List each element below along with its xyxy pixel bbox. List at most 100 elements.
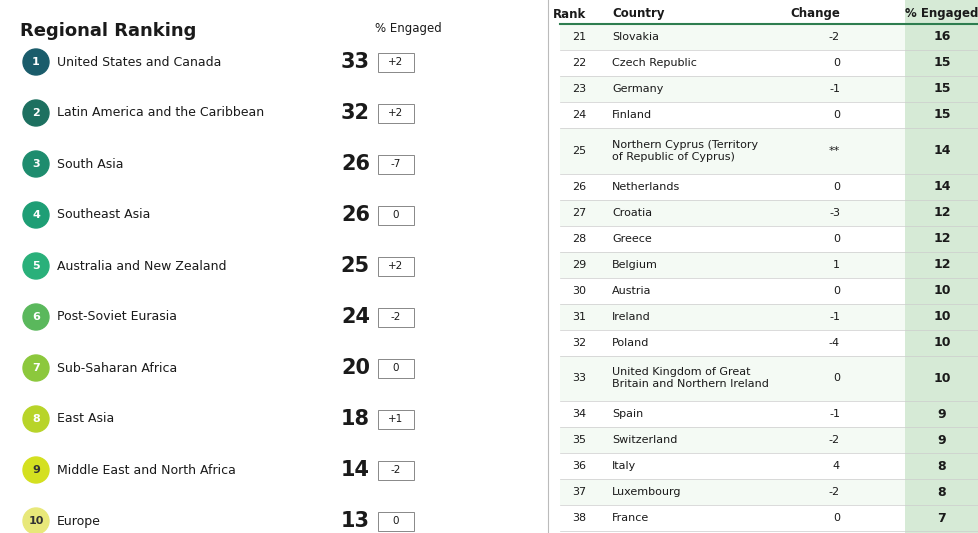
Circle shape [22,457,49,483]
Text: 36: 36 [571,461,586,471]
Text: -2: -2 [828,487,839,497]
Text: 14: 14 [932,180,950,193]
Text: 0: 0 [832,182,839,191]
Text: -2: -2 [828,435,839,445]
Text: Finland: Finland [611,110,651,120]
Text: 25: 25 [340,256,370,276]
Text: 7: 7 [32,363,40,373]
FancyBboxPatch shape [378,52,414,71]
Text: Middle East and North Africa: Middle East and North Africa [57,464,236,477]
Circle shape [22,253,49,279]
Text: 13: 13 [340,511,370,531]
Text: Greece: Greece [611,233,651,244]
FancyBboxPatch shape [559,427,904,453]
Text: -1: -1 [828,409,839,419]
Text: 15: 15 [932,56,950,69]
Text: Croatia: Croatia [611,207,651,217]
Text: 5: 5 [32,261,40,271]
Circle shape [22,49,49,75]
FancyBboxPatch shape [559,24,904,50]
FancyBboxPatch shape [904,0,978,533]
FancyBboxPatch shape [378,256,414,276]
FancyBboxPatch shape [378,359,414,377]
Text: 31: 31 [571,311,586,321]
FancyBboxPatch shape [559,303,904,329]
Text: -7: -7 [390,159,401,169]
Text: 18: 18 [340,409,370,429]
Circle shape [22,304,49,330]
Text: -4: -4 [828,337,839,348]
Text: 28: 28 [571,233,586,244]
Circle shape [22,100,49,126]
Text: Luxembourg: Luxembourg [611,487,681,497]
Text: 20: 20 [340,358,370,378]
Text: 7: 7 [937,512,946,524]
Text: -2: -2 [828,32,839,42]
Text: 9: 9 [937,433,946,447]
FancyBboxPatch shape [378,308,414,327]
Text: 0: 0 [832,110,839,120]
Text: 10: 10 [28,516,44,526]
Circle shape [22,151,49,177]
Text: 8: 8 [937,459,946,472]
Text: 15: 15 [932,83,950,95]
Text: United States and Canada: United States and Canada [57,55,221,69]
Text: 8: 8 [937,486,946,498]
Text: 33: 33 [571,373,586,383]
Text: % Engaged: % Engaged [375,22,441,35]
Text: 24: 24 [340,307,370,327]
Text: Australia and New Zealand: Australia and New Zealand [57,260,226,272]
Text: Rank: Rank [553,7,586,20]
Text: of Republic of Cyprus): of Republic of Cyprus) [611,152,734,161]
Text: 34: 34 [571,409,586,419]
Circle shape [22,355,49,381]
Text: Europe: Europe [57,514,101,528]
Text: 10: 10 [932,336,950,349]
FancyBboxPatch shape [378,461,414,480]
Text: 0: 0 [832,58,839,68]
Text: South Asia: South Asia [57,157,123,171]
Text: 2: 2 [32,108,40,118]
Circle shape [22,508,49,533]
Circle shape [22,406,49,432]
Circle shape [22,202,49,228]
Text: Belgium: Belgium [611,260,657,270]
Text: 0: 0 [832,233,839,244]
Text: Switzerland: Switzerland [611,435,677,445]
Text: 0: 0 [832,513,839,523]
Text: 9: 9 [937,408,946,421]
Text: Sub-Saharan Africa: Sub-Saharan Africa [57,361,177,375]
Text: Austria: Austria [611,286,650,295]
Text: 9: 9 [32,465,40,475]
Text: Netherlands: Netherlands [611,182,680,191]
Text: 16: 16 [932,30,950,44]
Text: 15: 15 [932,109,950,122]
Text: 1: 1 [32,57,40,67]
Text: 37: 37 [571,487,586,497]
Text: % Engaged: % Engaged [905,7,978,20]
Text: Ireland: Ireland [611,311,650,321]
Text: 0: 0 [832,286,839,295]
Text: +2: +2 [388,261,403,271]
Text: 0: 0 [832,373,839,383]
Text: 4: 4 [832,461,839,471]
Text: 3: 3 [32,159,40,169]
Text: 10: 10 [932,310,950,323]
Text: 27: 27 [571,207,586,217]
Text: 32: 32 [340,103,370,123]
Text: 35: 35 [571,435,586,445]
Text: 26: 26 [571,182,586,191]
Text: 1: 1 [832,260,839,270]
Text: Latin America and the Caribbean: Latin America and the Caribbean [57,107,264,119]
Text: Spain: Spain [611,409,643,419]
Text: France: France [611,513,648,523]
Text: 10: 10 [932,284,950,297]
Text: 29: 29 [571,260,586,270]
Text: 8: 8 [32,414,40,424]
Text: 33: 33 [340,52,370,72]
FancyBboxPatch shape [378,409,414,429]
Text: Northern Cyprus (Territory: Northern Cyprus (Territory [611,140,757,150]
Text: 23: 23 [571,84,586,94]
Text: 14: 14 [340,460,370,480]
Text: Change: Change [789,7,839,20]
